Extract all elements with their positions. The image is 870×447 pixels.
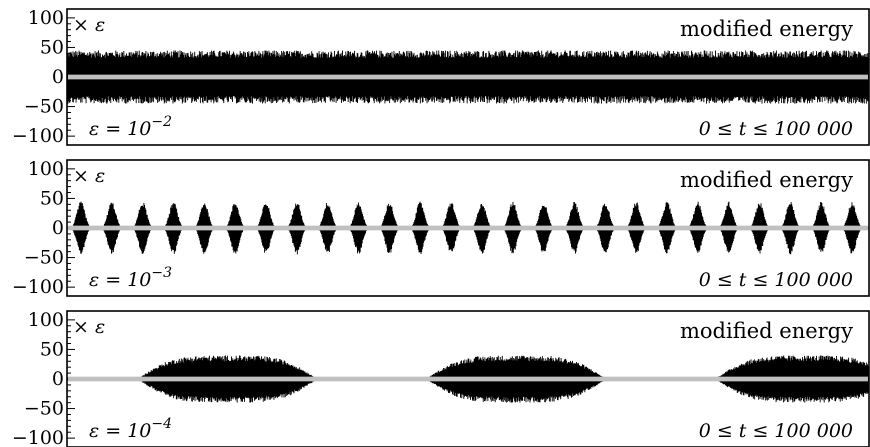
y-tick-label: −100	[12, 427, 64, 447]
y-tick-label: 0	[52, 66, 64, 88]
epsilon-label: ε = 10−3	[89, 265, 172, 291]
y-tick-label: 50	[40, 187, 64, 209]
epsilon-exponent: −2	[151, 114, 172, 130]
y-tick-label: 100	[28, 158, 64, 180]
y-tick-label: −50	[24, 96, 64, 118]
time-range-label: 0 ≤ t ≤ 100 000	[699, 269, 853, 291]
time-range-label: 0 ≤ t ≤ 100 000	[699, 118, 853, 140]
panel-title: modified energy	[680, 319, 853, 343]
scale-label: × ε	[73, 165, 105, 187]
y-tick-label: 50	[40, 338, 64, 360]
y-tick-label: 100	[28, 309, 64, 331]
panel-title: modified energy	[680, 168, 853, 192]
scale-label: × ε	[73, 316, 105, 338]
y-tick-label: −50	[24, 247, 64, 269]
panel-title: modified energy	[680, 17, 853, 41]
y-tick-label: −50	[24, 398, 64, 420]
scale-label: × ε	[73, 14, 105, 36]
time-range-label: 0 ≤ t ≤ 100 000	[699, 420, 853, 442]
modified-energy-series	[68, 225, 868, 231]
epsilon-exponent: −4	[151, 416, 172, 432]
epsilon-label: ε = 10−4	[89, 416, 172, 442]
y-tick-label: −100	[12, 125, 64, 147]
modified-energy-series	[68, 376, 868, 382]
y-tick-label: 0	[52, 217, 64, 239]
y-tick-label: 100	[28, 7, 64, 29]
y-tick-label: −100	[12, 276, 64, 298]
panel-1: 100 50 0 −50 −100 × ε modified energy ε = 10−2 0…	[12, 7, 870, 147]
y-tick-label: 0	[52, 368, 64, 390]
y-tick-label: 50	[40, 36, 64, 58]
panel-3: 100 50 0 −50 −100 × ε modified energy ε = 10−4 0…	[12, 309, 870, 447]
modified-energy-series	[68, 74, 868, 80]
epsilon-label: ε = 10−2	[89, 114, 172, 140]
panel-2: 100 50 0 −50 −100 × ε modified energy ε = 10−3 0…	[12, 158, 870, 298]
epsilon-exponent: −3	[151, 265, 172, 281]
